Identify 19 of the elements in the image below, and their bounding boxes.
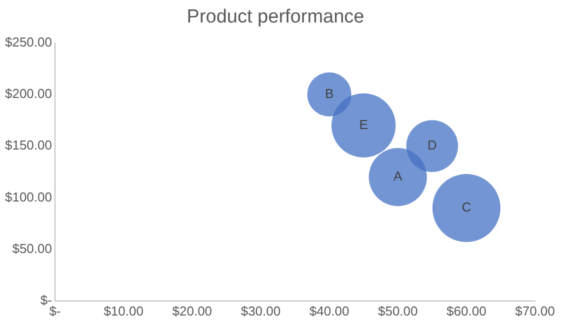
data-label: A <box>394 168 403 184</box>
y-tick-label: $250.00 <box>4 34 52 50</box>
data-label: E <box>359 117 368 132</box>
x-tick-label: $20.00 <box>172 303 212 318</box>
y-tick-label: $50.00 <box>12 240 52 256</box>
data-label: C <box>462 200 472 215</box>
x-tick-label: $10.00 <box>104 303 144 318</box>
y-tick-label: $200.00 <box>4 86 52 102</box>
data-label: B <box>324 86 334 102</box>
y-tick-label: $100.00 <box>4 189 52 204</box>
y-tick-label: $- <box>40 292 52 308</box>
x-tick-label: $30.00 <box>240 303 281 318</box>
x-tick-label: $60.00 <box>446 303 486 318</box>
data-label: D <box>427 138 437 153</box>
x-tick-label: $70.00 <box>515 303 555 318</box>
x-tick-label: $40.00 <box>309 303 350 318</box>
y-tick-label: $150.00 <box>4 138 52 153</box>
x-tick-label: $50.00 <box>378 303 418 318</box>
chart-title: Product performance <box>186 6 364 28</box>
